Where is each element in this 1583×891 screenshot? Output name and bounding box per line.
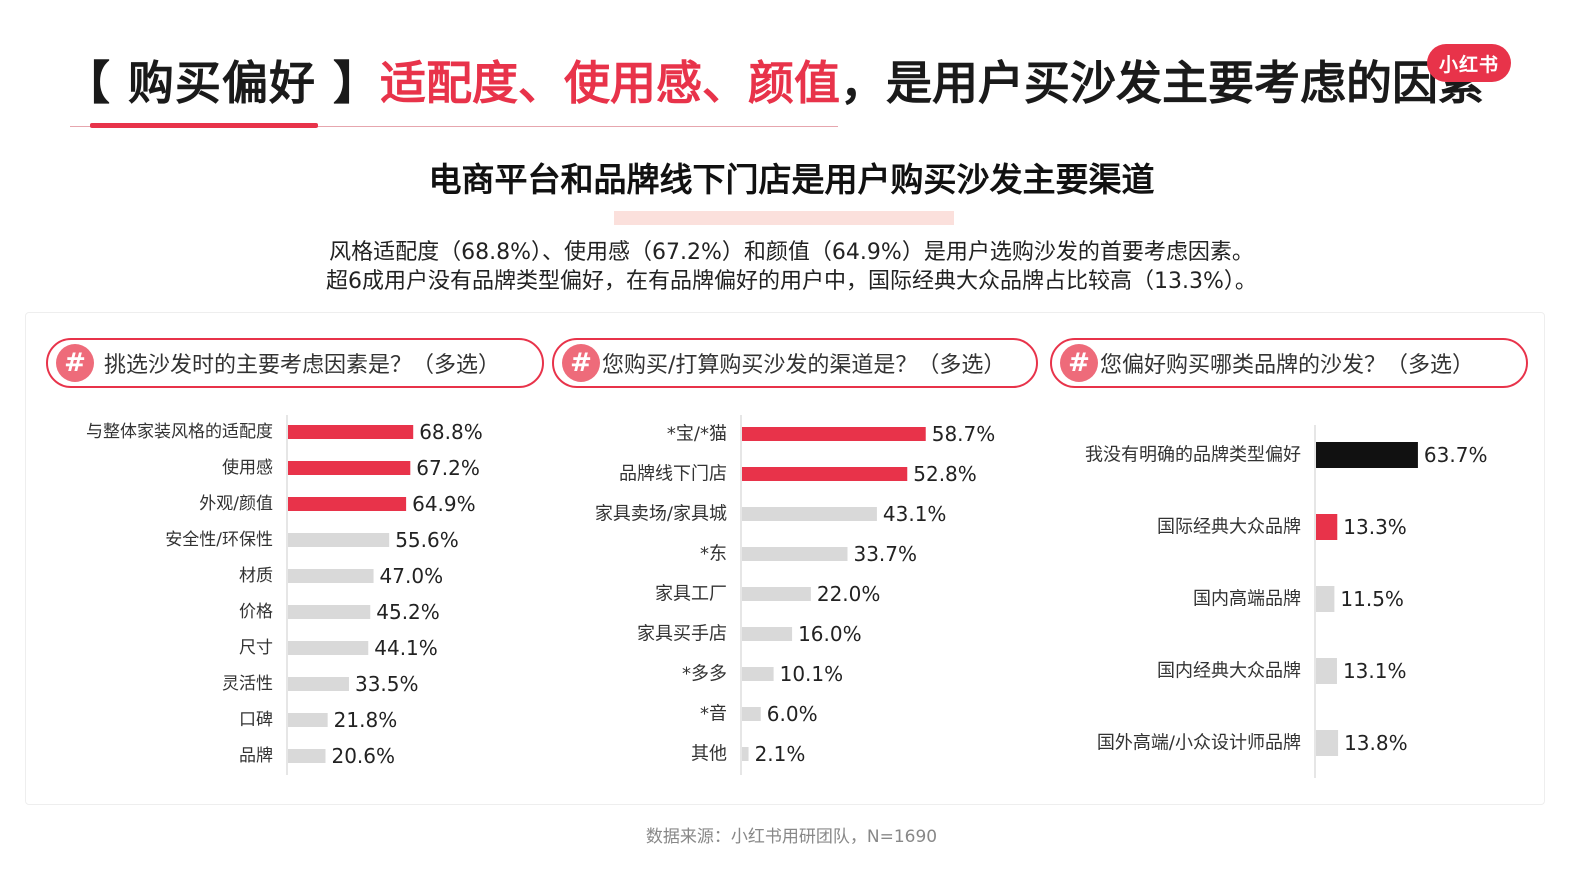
chart-1-category-label: 材质 [239,566,273,586]
question-pill-3: # 您偏好购买哪类品牌的沙发？（多选） [1050,338,1528,388]
chart-3-category-label: 我没有明确的品牌类型偏好 [1085,445,1301,466]
hash-icon: # [1060,344,1098,382]
chart-1-category-label: 口碑 [239,710,273,730]
chart-1-value-label: 68.8% [419,420,483,444]
chart-1-bar [288,497,407,511]
chart-2-category-label: 其他 [691,744,727,765]
chart-1-bar [288,605,371,619]
chart-2-bar [742,627,793,641]
chart-1-bar [288,425,414,439]
question-pill-1: # 挑选沙发时的主要考虑因素是？（多选） [46,338,544,388]
chart-1-value-label: 64.9% [412,492,476,516]
chart-1-category-label: 价格 [239,602,273,622]
chart-1-value-label: 21.8% [334,708,398,732]
chart-3-bar [1316,586,1335,612]
chart-1-bar [288,677,349,691]
chart-2-category-label: 品牌线下门店 [619,464,727,485]
question-text-3: 您偏好购买哪类品牌的沙发？（多选） [1100,353,1475,378]
chart-3-category-label: 国内经典大众品牌 [1157,661,1301,682]
chart-2-value-label: 22.0% [817,582,881,606]
chart-1-bar [288,749,326,763]
chart-2-category-label: *宝/*猫 [667,424,727,445]
chart-1-value-label: 67.2% [416,456,480,480]
chart-1-bar [288,713,328,727]
chart-2-bar [742,547,848,561]
subtitle: 电商平台和品牌线下门店是用户购买沙发主要渠道 [428,160,1155,199]
chart-2-category-label: 家具工厂 [655,584,727,605]
chart-3-value-label: 11.5% [1340,587,1404,611]
chart-3-bar [1316,514,1338,540]
chart-2-category-label: 家具卖场/家具城 [595,504,727,525]
page-title: 【 购买偏好 】 适配度、使用感、颜值 ，是用户买沙发主要考虑的因素 [64,40,1484,120]
subtitle-highlight-bar [614,211,954,225]
description-line-1: 风格适配度（68.8%）、使用感（67.2%）和颜值（64.9%）是用户选购沙发… [329,240,1254,265]
chart-1-category-label: 安全性/环保性 [165,530,273,550]
chart-3-bar [1316,730,1339,756]
hash-icon: # [562,344,600,382]
chart-2-value-label: 58.7% [932,422,996,446]
chart-2-category-label: *多多 [682,664,727,685]
chart-2-category-label: *音 [700,704,727,725]
chart-2-bar [742,747,749,761]
chart-2-value-label: 10.1% [780,662,844,686]
chart-1-category-label: 使用感 [222,457,273,478]
chart-1-value-label: 45.2% [376,600,440,624]
question-text-1: 挑选沙发时的主要考虑因素是？（多选） [104,353,501,378]
chart-1-value-label: 33.5% [355,672,419,696]
chart-3-category-label: 国内高端品牌 [1193,589,1301,610]
chart-3-category-label: 国际经典大众品牌 [1157,517,1301,538]
chart-3-value-label: 13.3% [1343,515,1407,539]
chart-2-bar [742,507,877,521]
hash-icon: # [56,344,94,382]
chart-1-value-label: 44.1% [374,636,438,660]
chart-1-category-label: 品牌 [239,746,273,766]
title-bracket: 【 购买偏好 】 [64,56,381,110]
chart-1-bar [288,461,411,475]
chart-3-value-label: 63.7% [1424,443,1488,467]
brand-logo: 小红书 [1427,44,1511,82]
chart-1-value-label: 20.6% [331,744,395,768]
chart-2-category-label: *东 [700,544,727,565]
chart-1-category-label: 灵活性 [222,674,273,694]
question-text-2: 您购买/打算购买沙发的渠道是？（多选） [602,353,1006,378]
chart-2-value-label: 6.0% [767,702,818,726]
chart-2-category-label: 家具买手店 [637,624,727,645]
chart-1-category-label: 与整体家装风格的适配度 [86,422,273,442]
chart-1-value-label: 55.6% [395,528,459,552]
chart-2-value-label: 2.1% [755,742,806,766]
question-pill-2: # 您购买/打算购买沙发的渠道是？（多选） [552,338,1038,388]
chart-2-bar [742,427,926,441]
chart-2-bar [742,707,761,721]
chart-2-value-label: 33.7% [853,542,917,566]
chart-1-bar [288,533,390,547]
title-accent-bar [90,123,318,128]
title-highlight: 适配度、使用感、颜值 [380,56,841,110]
chart-3-category-label: 国外高端/小众设计师品牌 [1097,733,1301,754]
chart-2-bar [742,467,908,481]
chart-2-bar [742,587,811,601]
chart-1-value-label: 47.0% [380,564,444,588]
title-underline [70,126,838,127]
chart-1-bar [288,569,374,583]
chart-1-category-label: 尺寸 [239,638,273,658]
data-source: 数据来源：小红书用研团队，N=1690 [645,827,938,847]
chart-2-value-label: 16.0% [798,622,862,646]
chart-1-bar [288,641,369,655]
chart-3-value-label: 13.8% [1344,731,1408,755]
title-rest: ，是用户买沙发主要考虑的因素 [840,56,1485,110]
chart-2-bar [742,667,774,681]
chart-2-value-label: 43.1% [883,502,947,526]
chart-3-value-label: 13.1% [1343,659,1407,683]
chart-1-category-label: 外观/颜值 [199,494,273,514]
chart-3-bar [1316,658,1337,684]
chart-3-bar [1316,442,1418,468]
description-line-2: 超6成用户没有品牌类型偏好，在有品牌偏好的用户中，国际经典大众品牌占比较高（13… [326,269,1257,294]
chart-2-value-label: 52.8% [913,462,977,486]
